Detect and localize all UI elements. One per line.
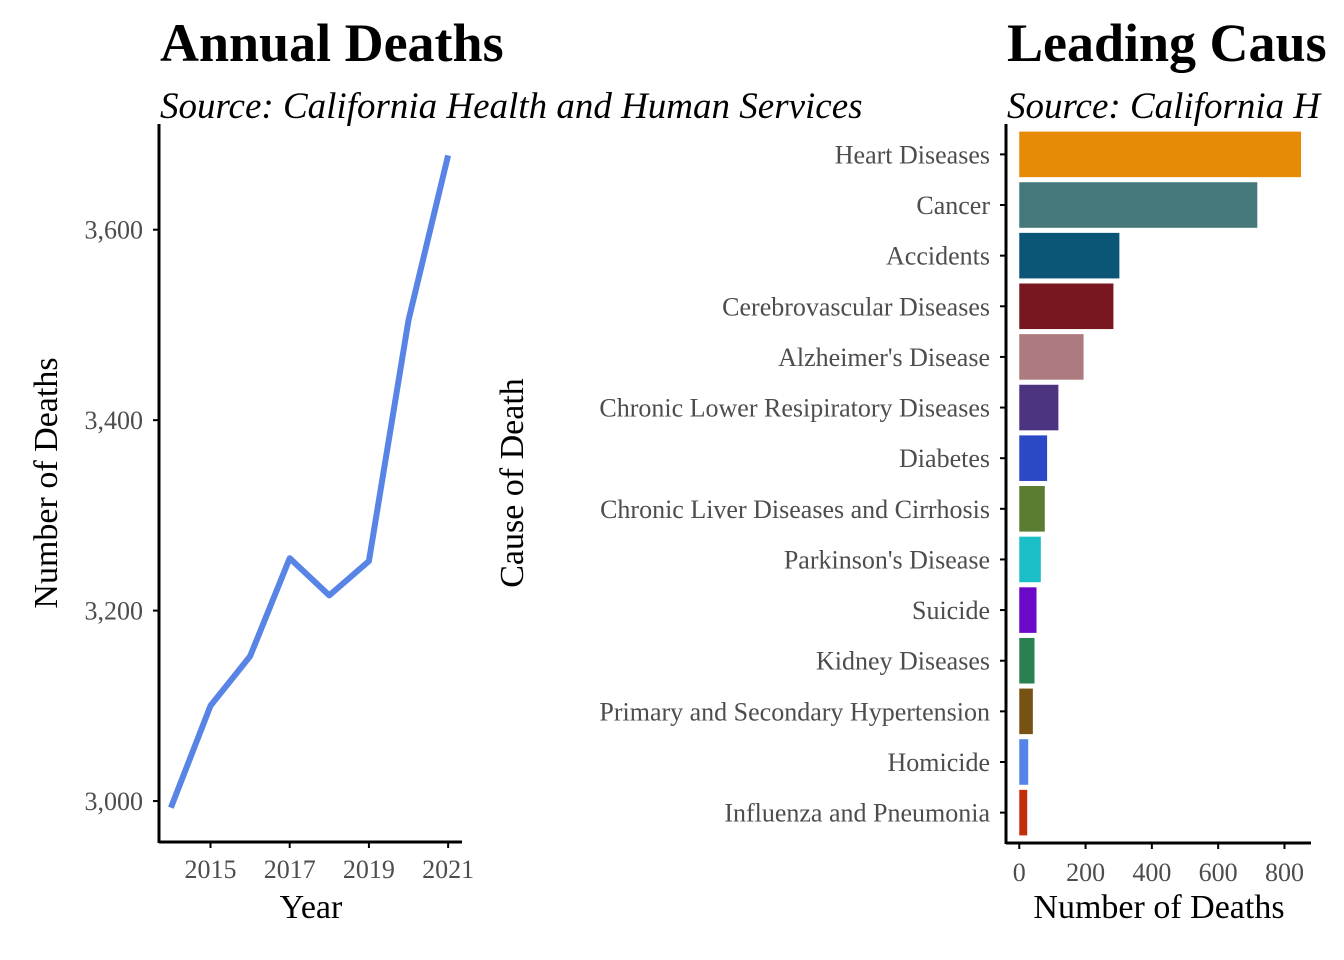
- line-y-tick-label: 3,200: [85, 597, 144, 626]
- annual-deaths-line: [168, 154, 452, 809]
- line-x-tick-label: 2015: [184, 855, 236, 884]
- bar: [1019, 789, 1028, 836]
- bar-y-axis-title: Cause of Death: [494, 378, 531, 588]
- bar-x-ticks: 0 200 400 600 800: [1013, 843, 1304, 887]
- line-x-axis-title: Year: [280, 889, 343, 926]
- bar-category-label: Accidents: [886, 242, 990, 271]
- bar-category-label: Primary and Secondary Hypertension: [599, 697, 990, 726]
- line-y-tick-label: 3,600: [85, 216, 144, 245]
- bar: [1019, 182, 1258, 228]
- bar-category-label: Homicide: [887, 748, 990, 777]
- bar-category-label: Parkinson's Disease: [784, 545, 990, 574]
- bar-x-axis-title: Number of Deaths: [1033, 889, 1284, 926]
- bar: [1019, 486, 1045, 532]
- bar-x-tick-label: 800: [1265, 858, 1304, 887]
- annual-deaths-panel: Annual Deaths Source: California Health …: [28, 13, 863, 926]
- bar: [1019, 334, 1084, 380]
- line-x-tick-label: 2017: [264, 855, 316, 884]
- line-x-ticks: 2015 2017 2019 2021: [184, 842, 474, 884]
- bar-category-label: Kidney Diseases: [816, 647, 990, 676]
- bar-series: [1019, 131, 1302, 836]
- line-y-axis-title: Number of Deaths: [28, 357, 65, 608]
- line-y-tick-label: 3,400: [85, 406, 144, 435]
- bar-chart-subtitle: Source: California H: [1007, 86, 1322, 127]
- bar-category-label: Cancer: [916, 191, 990, 220]
- bar-x-tick-label: 400: [1132, 858, 1171, 887]
- bar: [1019, 435, 1048, 481]
- bar: [1019, 739, 1029, 785]
- bar-category-label: Chronic Lower Resipiratory Diseases: [599, 394, 990, 423]
- bar: [1019, 131, 1302, 178]
- bar-x-tick-label: 0: [1013, 858, 1026, 887]
- line-y-ticks: 3,000 3,200 3,400 3,600: [85, 216, 159, 816]
- bar-category-label: Influenza and Pneumonia: [724, 799, 990, 828]
- bar-category-label: Chronic Liver Diseases and Cirrhosis: [600, 495, 990, 524]
- bar-x-tick-label: 600: [1199, 858, 1238, 887]
- bar-category-label: Diabetes: [899, 444, 990, 473]
- bar-category-label: Alzheimer's Disease: [778, 343, 990, 372]
- line-x-tick-label: 2021: [422, 855, 474, 884]
- bar-chart-title: Leading Caus: [1007, 13, 1327, 73]
- line-x-tick-label: 2019: [343, 855, 395, 884]
- line-chart-title: Annual Deaths: [160, 13, 504, 73]
- line-y-tick-label: 3,000: [85, 787, 144, 816]
- bar-x-tick-label: 200: [1066, 858, 1105, 887]
- line-chart-subtitle: Source: California Health and Human Serv…: [160, 86, 863, 127]
- bar: [1019, 283, 1114, 330]
- bar: [1019, 587, 1037, 633]
- bar-category-labels: Heart Diseases Cancer Accidents Cerebrovasc…: [599, 140, 1006, 828]
- bar: [1019, 536, 1041, 583]
- bar: [1019, 637, 1035, 684]
- bar-category-label: Suicide: [912, 596, 990, 625]
- bar: [1019, 384, 1059, 431]
- bar: [1019, 688, 1033, 735]
- bar-category-label: Cerebrovascular Diseases: [722, 292, 990, 321]
- leading-causes-panel: Leading Caus Source: California H Heart …: [494, 13, 1327, 926]
- bar-category-label: Heart Diseases: [835, 140, 990, 169]
- bar: [1019, 232, 1120, 279]
- line-points: [170, 155, 449, 808]
